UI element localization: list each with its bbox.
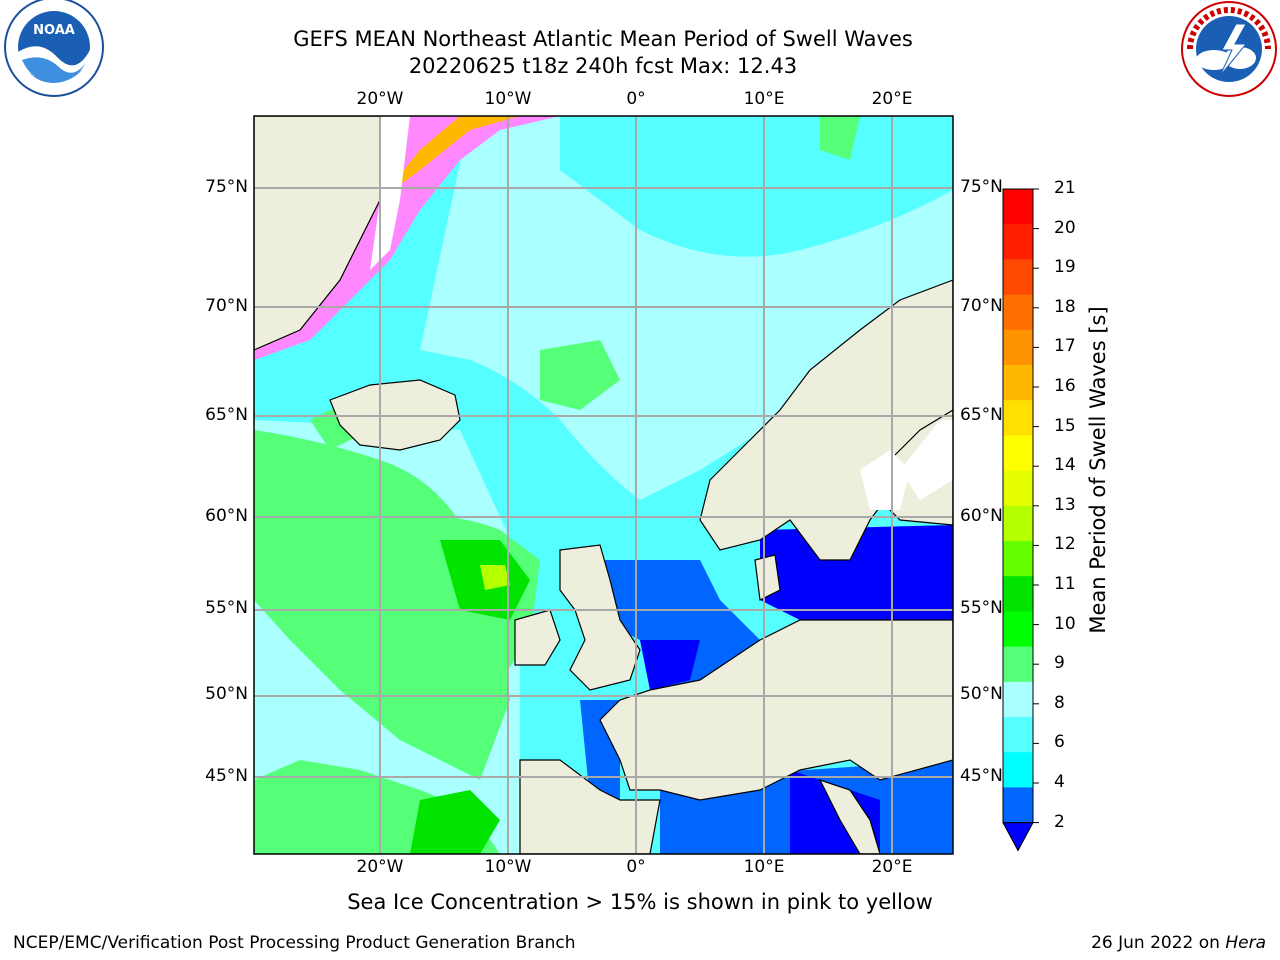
lat-label-right: 50°N [960, 684, 1003, 704]
colorbar-tick-label: 14 [1054, 455, 1076, 476]
lon-label-top: 20°E [871, 89, 913, 109]
colorbar-title: Mean Period of Swell Waves [s] [1086, 306, 1110, 634]
colorbar-tick-label: 11 [1054, 574, 1076, 594]
colorbar-tick-label: 19 [1054, 257, 1076, 278]
colorbar-swatch [1003, 717, 1033, 753]
lat-label-left: 50°N [205, 684, 248, 704]
lon-label-bottom: 10°W [484, 857, 532, 877]
noaa-logo-icon: NOAA [4, 0, 104, 97]
colorbar [1002, 188, 1039, 852]
sea-ice-note: Sea Ice Concentration > 15% is shown in … [347, 890, 933, 914]
colorbar-tick-label: 16 [1054, 376, 1076, 396]
colorbar-tick-label: 20 [1054, 217, 1076, 238]
colorbar-tick-label: 12 [1054, 534, 1076, 555]
noaa-logo-text: NOAA [33, 23, 75, 38]
colorbar-swatch [1003, 224, 1033, 260]
colorbar-swatch [1003, 576, 1033, 612]
lon-label-top: 20°W [356, 89, 404, 109]
lat-label-right: 75°N [960, 177, 1003, 197]
lat-label-left: 45°N [205, 766, 248, 786]
colorbar-swatch [1003, 365, 1033, 401]
lon-label-bottom: 20°W [356, 857, 404, 877]
colorbar-swatch [1003, 611, 1033, 648]
colorbar-tick-label: 21 [1054, 178, 1076, 198]
colorbar-swatch [1003, 294, 1033, 331]
colorbar-extend-triangle [1002, 822, 1034, 852]
colorbar-swatch [1003, 329, 1033, 366]
footer-host: Hera [1225, 933, 1266, 953]
lon-label-top: 0° [626, 89, 646, 109]
lon-label-bottom: 0° [626, 857, 646, 877]
colorbar-tick-label: 6 [1054, 732, 1065, 753]
lat-label-left: 75°N [205, 177, 248, 197]
lat-label-right: 60°N [960, 506, 1003, 526]
colorbar-tick-label: 15 [1054, 415, 1076, 436]
lat-label-left: 70°N [205, 296, 248, 316]
lat-label-left: 60°N [205, 506, 248, 526]
colorbar-swatch [1003, 646, 1033, 683]
footer-date: 26 Jun 2022 on Hera [1091, 933, 1266, 953]
colorbar-swatch [1003, 681, 1033, 718]
colorbar-tick-label: 10 [1054, 613, 1076, 634]
colorbar-tick-label: 9 [1054, 653, 1065, 674]
map-frame [253, 115, 954, 855]
colorbar-swatch [1003, 400, 1033, 436]
lon-label-top: 10°E [743, 89, 785, 109]
colorbar-swatch [1003, 470, 1033, 507]
colorbar-tick-label: 18 [1054, 296, 1076, 317]
colorbar-swatch [1003, 435, 1033, 472]
lat-label-right: 55°N [960, 598, 1003, 618]
nws-logo-icon [1181, 1, 1277, 97]
colorbar-tick-label: 4 [1054, 772, 1065, 792]
colorbar-swatch [1003, 505, 1033, 542]
colorbar-tick-label: 17 [1054, 336, 1076, 357]
lat-label-left: 55°N [205, 598, 248, 618]
colorbar-swatch [1003, 541, 1033, 577]
footer-date-text: 26 Jun 2022 on [1091, 933, 1220, 953]
lat-label-left: 65°N [205, 405, 248, 425]
footer-credit: NCEP/EMC/Verification Post Processing Pr… [13, 933, 576, 953]
lon-label-bottom: 10°E [743, 857, 785, 877]
title-line-2: 20220625 t18z 240h fcst Max: 12.43 [408, 54, 798, 78]
lon-label-top: 10°W [484, 89, 532, 109]
colorbar-swatch [1003, 787, 1033, 824]
colorbar-tick-label: 13 [1054, 494, 1076, 515]
lon-label-bottom: 20°E [871, 857, 913, 877]
colorbar-tick-label: 8 [1054, 692, 1065, 713]
lat-label-right: 45°N [960, 766, 1003, 786]
colorbar-swatch [1003, 189, 1033, 225]
title-line-1: GEFS MEAN Northeast Atlantic Mean Period… [293, 27, 913, 51]
colorbar-tick-label: 2 [1054, 811, 1065, 832]
lat-label-right: 65°N [960, 405, 1003, 425]
colorbar-swatch [1003, 752, 1033, 788]
colorbar-swatch [1003, 259, 1033, 296]
lat-label-right: 70°N [960, 296, 1003, 316]
